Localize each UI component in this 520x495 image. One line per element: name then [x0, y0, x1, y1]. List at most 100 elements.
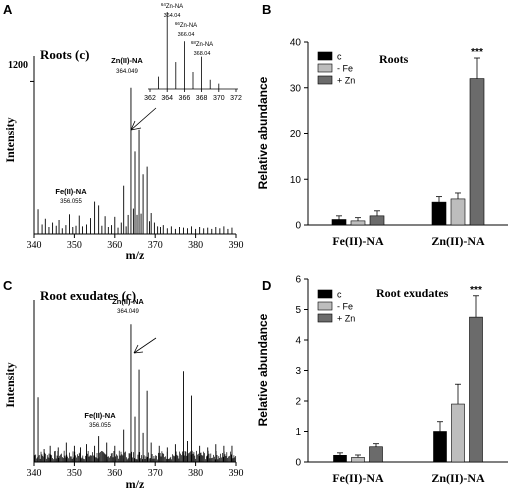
panel-d-category-label: Zn(II)-NA [431, 471, 485, 485]
panel-a-inset-label-66: 66Zn-NA 366.04 [175, 21, 197, 39]
panel-b-legend-label: c [337, 52, 342, 62]
panel-c: C Root exudates (c) Intensity 340 350 360 3… [3, 278, 244, 491]
panel-c-xtick-label: 390 [229, 468, 244, 479]
inset-label-64-name: Zn-NA [166, 4, 183, 10]
panel-d-chart: 0 1 2 3 4 5 6 Fe(II)-NA *** Zn(II)-NA c - Fe + Zn [295, 275, 508, 485]
panel-d-legend-swatch [317, 289, 333, 299]
panel-d-ytick-label: 3 [295, 366, 301, 377]
panel-a-inset-xtick-label: 370 [213, 95, 225, 102]
panel-a-xtick-label: 350 [67, 240, 82, 251]
panel-a: A Roots (c) 1200 Intensity 340 350 360 370 3… [3, 2, 244, 263]
panel-a-arrow-head-icon [130, 120, 142, 131]
panel-a-xtick-label: 390 [229, 240, 244, 251]
panel-b-bar [450, 198, 466, 226]
panel-a-zn-peak-label: Zn(II)-NA [111, 56, 143, 65]
panel-c-zn-peak-mz: 364.049 [117, 309, 139, 315]
panel-b-title: Roots [379, 52, 409, 66]
panel-d-ylabel: Relative abundance [256, 313, 270, 426]
panel-b-legend-swatch [317, 51, 333, 61]
panel-d-bar [369, 446, 383, 463]
panel-c-xlabel: m/z [126, 477, 145, 491]
panel-d-bar [451, 403, 465, 463]
panel-d-ytick-label: 4 [295, 336, 301, 347]
panel-a-inset-xticks: 362 364 366 368 370 372 [144, 89, 242, 102]
svg-text:68Zn-NA: 68Zn-NA [191, 40, 213, 49]
inset-label-68-name: Zn-NA [196, 42, 213, 48]
panel-b-legend-label: - Fe [337, 64, 353, 74]
panel-b-ytick-label: 20 [290, 129, 302, 140]
panel-b-legend-swatch [317, 75, 333, 85]
svg-text:64Zn-NA: 64Zn-NA [161, 2, 183, 11]
panel-c-xtick-label: 370 [148, 468, 163, 479]
panel-b-legend-label: + Zn [337, 76, 355, 86]
panel-c-zn-peak-label: Zn(II)-NA [112, 297, 144, 306]
panel-c-title: Root exudates (c) [40, 288, 136, 303]
panel-d-bar [351, 457, 365, 463]
panel-b-bar [331, 219, 347, 226]
panel-d-ytick-label: 2 [295, 397, 301, 408]
panel-d-legend-label: - Fe [337, 302, 353, 312]
panel-b-ytick-label: 30 [290, 83, 302, 94]
panel-a-inset-xtick-label: 362 [144, 95, 156, 102]
panel-b-bar [350, 220, 366, 226]
panel-d-significance-label: *** [470, 285, 482, 296]
inset-label-68-iso: 68 [191, 40, 197, 45]
panel-c-fe-peak-label: Fe(II)-NA [84, 411, 116, 420]
panel-c-xtick-label: 350 [67, 468, 82, 479]
panel-a-fe-peak-mz: 356.055 [60, 199, 82, 205]
panel-c-xtick-label: 360 [107, 468, 122, 479]
panel-b-bar [431, 201, 447, 226]
panel-a-xtick-label: 340 [27, 240, 42, 251]
panel-a-inset-xtick-label: 366 [179, 95, 191, 102]
panel-d-title: Root exudates [376, 286, 449, 300]
inset-label-68-mz: 368.04 [194, 51, 211, 57]
panel-b-bar [369, 215, 385, 226]
panel-d-legend-label: c [337, 290, 342, 300]
panel-a-inset-xtick-label: 372 [230, 95, 242, 102]
panel-c-peaks [37, 324, 233, 462]
panel-a-xticks: 340 350 360 370 380 390 [27, 80, 244, 251]
panel-b-category-label: Fe(II)-NA [332, 234, 384, 248]
panel-d-ytick-label: 1 [295, 427, 301, 438]
panel-c-xticks: 340 350 360 370 380 390 [27, 462, 244, 479]
panel-a-inset-label-68: 68Zn-NA 368.04 [191, 40, 213, 58]
panel-c-ylabel: Intensity [3, 362, 17, 407]
panel-a-inset-xtick-label: 364 [161, 95, 173, 102]
panel-b-significance-label: *** [471, 47, 483, 58]
inset-label-64-mz: 364.04 [164, 13, 181, 19]
panel-b-bar [469, 78, 485, 226]
panel-a-title: Roots (c) [40, 47, 89, 62]
panel-d-letter: D [262, 278, 271, 293]
panel-b-ytick-label: 10 [290, 175, 302, 186]
panel-a-xtick-label: 370 [148, 240, 163, 251]
panel-d-bar [333, 454, 347, 463]
panel-d-legend-label: + Zn [337, 314, 355, 324]
svg-text:66Zn-NA: 66Zn-NA [175, 21, 197, 30]
panel-d-ytick-label: 0 [295, 458, 301, 469]
panel-c-xtick-label: 380 [188, 468, 203, 479]
panel-b: B Relative abundance Roots 0 10 20 30 40 Fe(I… [256, 2, 508, 248]
panel-b-ylabel: Relative abundance [256, 76, 270, 189]
panel-b-ytick-label: 40 [290, 38, 302, 49]
panel-a-inset: 362 364 366 368 370 372 64Zn-NA 364.04 66Zn-N… [144, 2, 242, 103]
panel-c-fe-peak-mz: 356.055 [89, 423, 111, 429]
inset-label-66-mz: 366.04 [178, 32, 195, 38]
inset-label-64-iso: 64 [161, 2, 167, 7]
panel-a-zn-peak-mz: 364.049 [116, 69, 138, 75]
panel-a-fe-peak-label: Fe(II)-NA [55, 187, 87, 196]
panel-a-inset-arrow [130, 107, 157, 131]
panel-d-bar [433, 431, 447, 463]
panel-c-arrow-head-icon [133, 344, 144, 354]
panel-a-ylabel: Intensity [3, 117, 17, 162]
panel-a-xtick-label: 360 [107, 240, 122, 251]
panel-d-bar [469, 316, 483, 463]
panel-b-legend-swatch [317, 63, 333, 73]
panel-a-letter: A [3, 2, 13, 17]
panel-d-legend-swatch [317, 313, 333, 323]
panel-d-legend-swatch [317, 301, 333, 311]
panel-c-xtick-label: 340 [27, 468, 42, 479]
panel-c-arrow [133, 337, 157, 354]
panel-b-category-label: Zn(II)-NA [431, 234, 485, 248]
panel-b-ytick-label: 0 [295, 221, 301, 232]
